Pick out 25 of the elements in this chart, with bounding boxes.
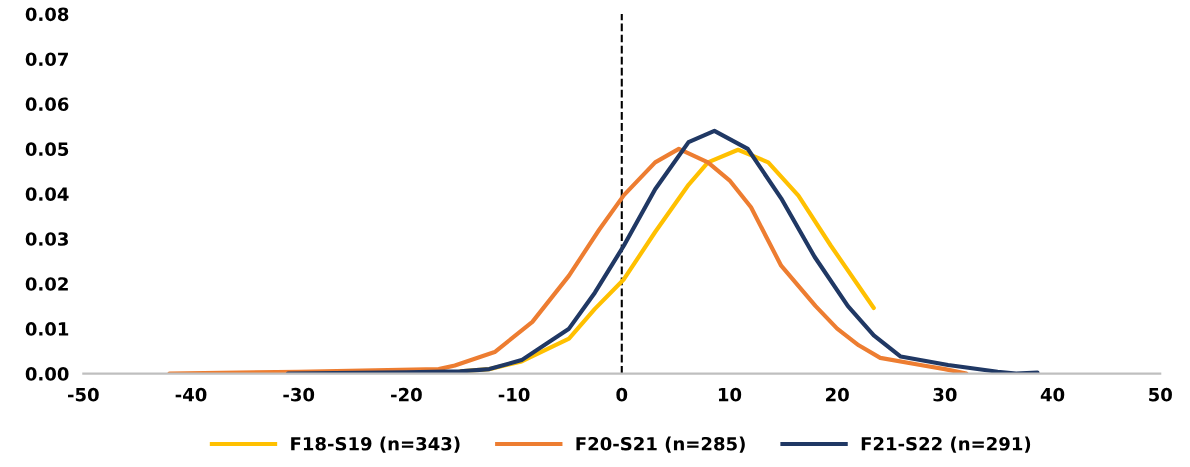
- y-tick-label: 0.06: [25, 97, 69, 112]
- x-tick-label: 30: [933, 387, 957, 402]
- legend-label: F21-S22 (n=291): [861, 436, 1031, 453]
- legend-label: F20-S21 (n=285): [576, 436, 745, 453]
- x-tick-label: -10: [498, 387, 530, 402]
- y-tick-label: 0.03: [25, 232, 68, 246]
- y-tick-label: 0.08: [25, 7, 69, 22]
- x-tick-label: -20: [391, 387, 422, 402]
- x-tick-label: 50: [1149, 387, 1172, 402]
- x-tick-label: 20: [826, 387, 849, 402]
- x-tick-label: 40: [1040, 387, 1065, 402]
- y-tick-label: 0.04: [25, 187, 69, 201]
- line-series: [285, 128, 1040, 374]
- y-tick-label: 0.07: [25, 52, 68, 67]
- x-tick-label: -40: [175, 387, 207, 402]
- x-tick-label: -50: [67, 387, 99, 402]
- x-tick-label: 0: [616, 387, 628, 402]
- x-tick-label: -30: [283, 387, 315, 402]
- y-tick-label: 0.01: [25, 322, 69, 336]
- x-tick-label: 10: [718, 387, 742, 402]
- y-tick-label: 0.00: [25, 367, 69, 381]
- line-series: [167, 146, 969, 374]
- legend-label: F18-S19 (n=343): [291, 436, 460, 453]
- y-tick-label: 0.05: [25, 142, 69, 156]
- y-tick-label: 0.02: [25, 277, 68, 291]
